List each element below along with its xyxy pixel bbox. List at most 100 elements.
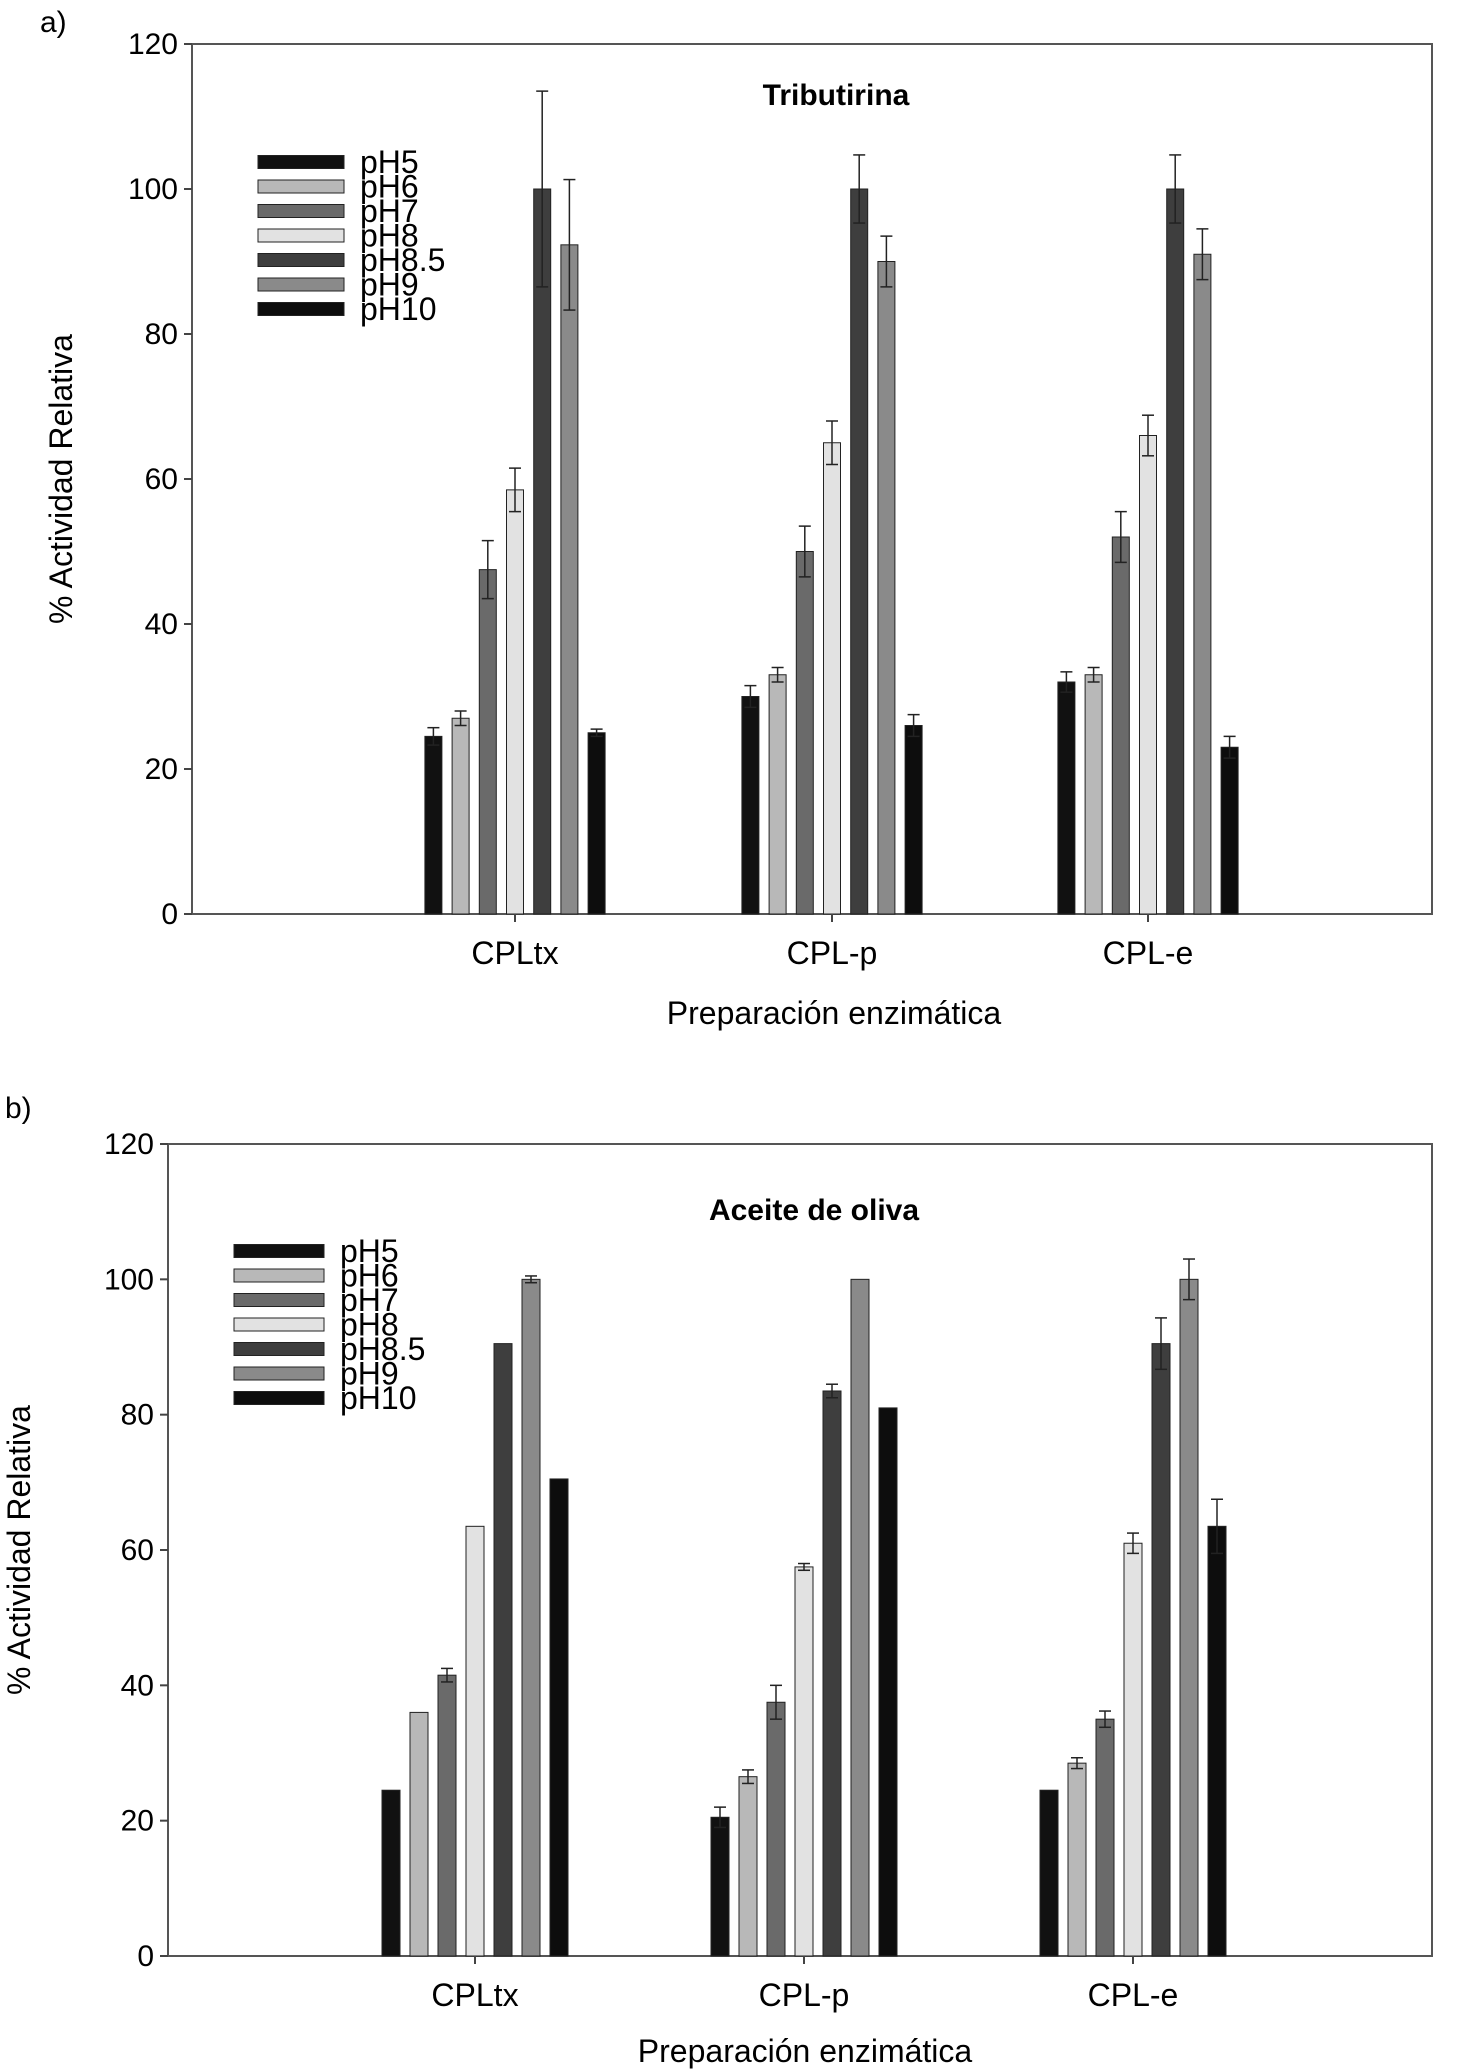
bar-pH8-CPL-e bbox=[1139, 435, 1157, 915]
bar-pH5-CPL-p bbox=[741, 696, 760, 915]
bar-pH8_5-CPL-p bbox=[850, 188, 869, 915]
x-tick-label: CPL-p bbox=[759, 1977, 850, 2013]
bar-pH9-CPL-p bbox=[850, 1278, 870, 1957]
legend-swatch bbox=[257, 302, 345, 316]
bar-pH10-CPL-e bbox=[1207, 1525, 1227, 1957]
bar-pH8-CPL-p bbox=[794, 1566, 814, 1957]
legend-label: pH10 bbox=[340, 1380, 417, 1416]
legend-swatch bbox=[257, 253, 345, 267]
legend-swatch bbox=[257, 204, 345, 218]
panel-b-y-axis: 0 20 40 60 80 100 120 bbox=[104, 1128, 168, 1973]
legend-label: pH7 bbox=[340, 1282, 399, 1318]
bar-pH7-CPL-e bbox=[1095, 1718, 1115, 1957]
y-tick-label: 60 bbox=[121, 1534, 154, 1567]
bar-pH10-CPL-p bbox=[878, 1407, 898, 1957]
bar-pH8-CPL-p bbox=[823, 442, 841, 915]
bar-pH8_5-CPLtx bbox=[533, 188, 552, 915]
bar-pH9-CPL-e bbox=[1193, 253, 1212, 915]
bar-pH9-CPLtx bbox=[521, 1278, 541, 1957]
y-tick-label: 20 bbox=[145, 753, 178, 786]
legend-label: pH9 bbox=[340, 1356, 399, 1392]
panel-a-chart-title: Tributirina bbox=[763, 79, 910, 112]
bar-pH7-CPL-p bbox=[795, 551, 814, 915]
y-tick-label: 120 bbox=[104, 1128, 154, 1161]
y-tick-label: 100 bbox=[104, 1263, 154, 1296]
y-tick-label: 120 bbox=[128, 28, 178, 61]
panel-b-x-axis: CPLtx CPL-p CPL-e bbox=[431, 1956, 1178, 2013]
legend-swatch bbox=[233, 1244, 325, 1258]
bar-pH5-CPLtx bbox=[381, 1789, 401, 1957]
bar-pH10-CPL-e bbox=[1220, 746, 1239, 915]
legend-label: pH6 bbox=[360, 169, 419, 205]
legend-swatch bbox=[233, 1317, 325, 1332]
x-tick-label: CPLtx bbox=[431, 1977, 518, 2013]
bar-pH7-CPLtx bbox=[437, 1674, 457, 1957]
bar-pH7-CPLtx bbox=[478, 569, 497, 915]
bar-pH8-CPL-e bbox=[1123, 1542, 1143, 1957]
bar-pH8_5-CPL-e bbox=[1166, 188, 1185, 915]
bar-pH8-CPLtx bbox=[465, 1525, 485, 1957]
legend-label: pH5 bbox=[340, 1233, 399, 1269]
legend-swatch bbox=[233, 1366, 325, 1381]
bar-pH5-CPL-e bbox=[1039, 1789, 1059, 1957]
panel-a-label: a) bbox=[40, 6, 67, 39]
panel-b-chart-title: Aceite de oliva bbox=[709, 1194, 919, 1227]
panel-b-x-axis-title: Preparación enzimática bbox=[638, 2033, 973, 2069]
legend-swatch bbox=[233, 1342, 325, 1356]
bar-pH10-CPLtx bbox=[587, 732, 606, 915]
bar-pH5-CPL-e bbox=[1057, 681, 1076, 915]
bar-pH8_5-CPL-p bbox=[822, 1390, 842, 1957]
bar-pH6-CPLtx bbox=[451, 717, 470, 915]
legend-swatch bbox=[233, 1268, 325, 1283]
y-tick-label: 100 bbox=[128, 173, 178, 206]
panel-a-x-axis-title: Preparación enzimática bbox=[667, 995, 1002, 1031]
panel-b-bars bbox=[381, 1258, 1227, 1957]
y-tick-label: 80 bbox=[121, 1399, 154, 1432]
bar-pH9-CPLtx bbox=[560, 244, 579, 915]
y-tick-label: 0 bbox=[161, 898, 178, 931]
legend-label: pH5 bbox=[360, 144, 419, 180]
x-tick-label: CPL-e bbox=[1103, 935, 1194, 971]
legend-label: pH8 bbox=[340, 1307, 399, 1343]
bar-pH6-CPLtx bbox=[409, 1711, 429, 1957]
legend-label: pH8.5 bbox=[360, 242, 445, 278]
bar-pH8_5-CPLtx bbox=[493, 1343, 513, 1957]
bar-pH8-CPLtx bbox=[506, 489, 524, 915]
bar-pH7-CPL-e bbox=[1111, 536, 1130, 915]
x-tick-label: CPL-p bbox=[787, 935, 878, 971]
x-tick-label: CPL-e bbox=[1088, 1977, 1179, 2013]
bar-pH8_5-CPL-e bbox=[1151, 1343, 1171, 1957]
panel-a-y-axis-title: % Actividad Relativa bbox=[43, 334, 79, 624]
bar-pH9-CPL-p bbox=[877, 261, 896, 915]
panel-a-y-axis: 0 20 40 60 80 100 120 bbox=[128, 28, 192, 931]
legend-label: pH9 bbox=[360, 267, 419, 303]
legend-label: pH7 bbox=[360, 193, 419, 229]
legend-label: pH8 bbox=[360, 218, 419, 254]
y-tick-label: 20 bbox=[121, 1805, 154, 1838]
panel-b-aceite-de-oliva: b) 0 20 40 60 80 100 120 CPLtx CPL-p CPL-e Aceit… bbox=[1, 1092, 1433, 2069]
legend-swatch bbox=[257, 228, 345, 243]
panel-a-bars bbox=[424, 90, 1239, 915]
y-tick-label: 0 bbox=[137, 1940, 154, 1973]
bar-pH6-CPL-p bbox=[768, 674, 787, 915]
y-tick-label: 60 bbox=[145, 463, 178, 496]
bar-pH6-CPL-e bbox=[1084, 674, 1103, 915]
bar-pH5-CPL-p bbox=[710, 1816, 730, 1957]
legend-label: pH6 bbox=[340, 1258, 399, 1294]
panel-b-y-axis-title: % Actividad Relativa bbox=[1, 1405, 37, 1695]
legend-swatch bbox=[257, 179, 345, 194]
bar-pH6-CPL-e bbox=[1067, 1762, 1087, 1957]
bar-pH9-CPL-e bbox=[1179, 1278, 1199, 1957]
legend-label: pH8.5 bbox=[340, 1331, 425, 1367]
panel-a-tributirina: a) 0 20 40 60 80 100 120 CPLtx CPL-p CPL-e Tribu… bbox=[40, 6, 1433, 1031]
panel-a-x-axis: CPLtx CPL-p CPL-e bbox=[471, 914, 1193, 971]
x-tick-label: CPLtx bbox=[471, 935, 558, 971]
bar-pH10-CPL-p bbox=[904, 725, 923, 915]
y-tick-label: 40 bbox=[145, 608, 178, 641]
bar-pH7-CPL-p bbox=[766, 1701, 786, 1957]
bar-pH5-CPLtx bbox=[424, 735, 443, 915]
legend-swatch bbox=[233, 1293, 325, 1307]
legend-swatch bbox=[233, 1391, 325, 1405]
